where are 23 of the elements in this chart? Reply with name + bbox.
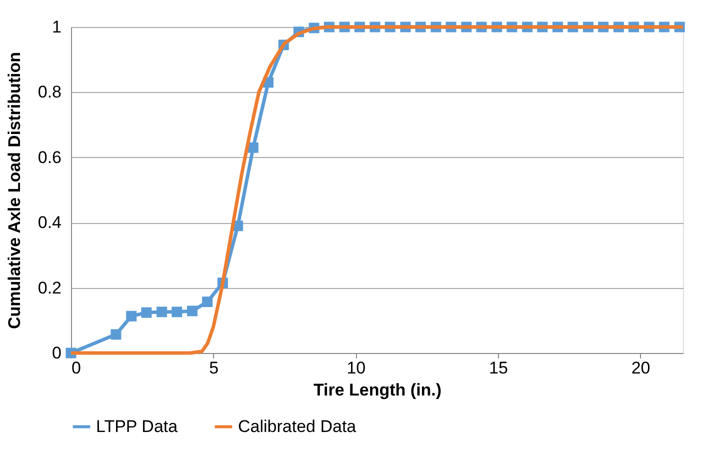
y-tick-label: 0.4 (38, 213, 62, 232)
point (248, 142, 258, 153)
x-tick-label: 15 (489, 358, 508, 378)
y-tick-label: 0.8 (38, 82, 62, 102)
point (141, 307, 152, 318)
x-tick-label: 5 (209, 358, 219, 378)
y-tick-label: 0.6 (38, 148, 62, 167)
x-tick-label: 0 (72, 358, 81, 378)
y-tick-label: 0 (52, 344, 62, 362)
point (172, 306, 182, 318)
y-tick-label: 0.2 (38, 278, 62, 298)
point (202, 296, 213, 308)
legend-label: Calibrated Data (238, 416, 357, 436)
legend-label: LTPP Data (96, 416, 178, 436)
y-tick-label: 1 (52, 18, 62, 36)
x-tick-label: 10 (346, 358, 366, 378)
point (187, 306, 198, 316)
x-tick-label: 20 (631, 358, 650, 378)
x-axis-title: Tire Length (in.) (313, 380, 442, 400)
point (156, 306, 168, 318)
point (110, 329, 122, 340)
point (126, 310, 137, 322)
y-axis-title: Cumulative Axle Load Distribution (4, 52, 24, 330)
